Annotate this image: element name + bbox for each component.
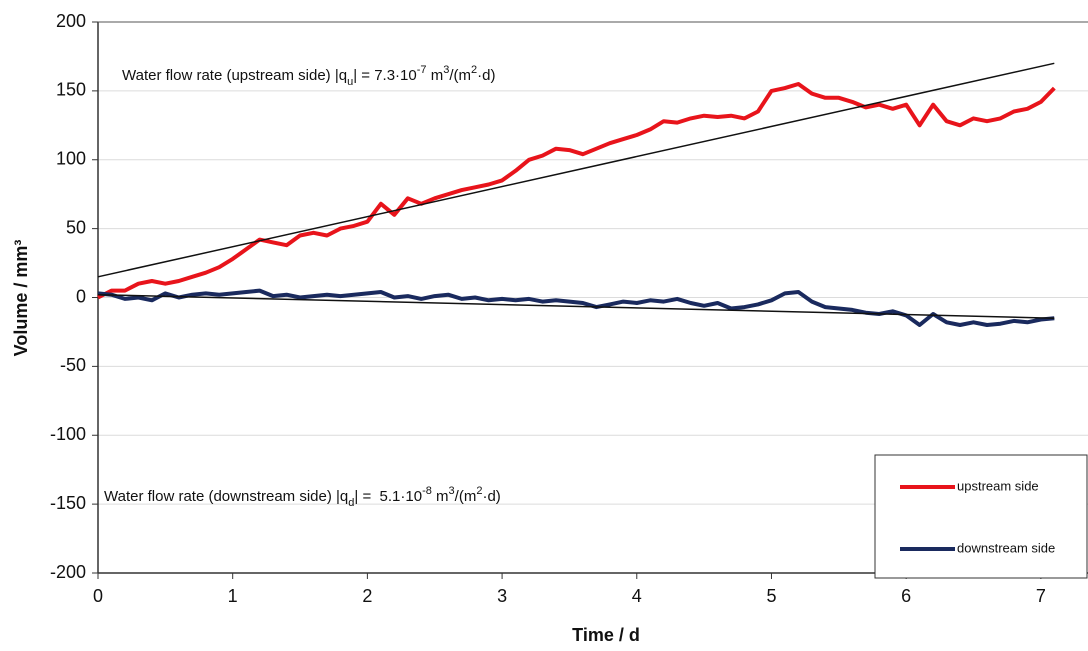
x-tick-label: 4 <box>632 586 642 606</box>
annotation-part: m <box>427 67 444 84</box>
trend-line <box>97 293 1055 319</box>
series-line <box>97 288 1055 327</box>
x-tick-label: 0 <box>93 586 103 606</box>
annotation-part: 3 <box>443 64 449 76</box>
y-tick-label: -100 <box>50 424 86 444</box>
y-tick-label: -200 <box>50 562 86 582</box>
annotation: Water flow rate (downstream side) |qd| =… <box>104 485 501 509</box>
y-tick-label: 150 <box>56 80 86 100</box>
y-tick-label: 0 <box>76 286 86 306</box>
annotation-part: Water flow rate (downstream side) |q <box>104 488 348 505</box>
annotation-part: | = 7.3·10 <box>353 67 417 84</box>
annotation-part: -8 <box>422 485 432 497</box>
y-tick-label: -150 <box>50 493 86 513</box>
x-tick-label: 2 <box>362 586 372 606</box>
legend-box <box>874 454 1088 579</box>
annotation-part: d <box>348 497 354 509</box>
annotation-part: | = 5.1·10 <box>354 488 422 505</box>
annotation-part: m <box>432 488 449 505</box>
series-line <box>97 82 1056 300</box>
annotation-part: ·d) <box>482 488 500 505</box>
y-tick-label: 100 <box>56 149 86 169</box>
x-tick-label: 5 <box>766 586 776 606</box>
annotation-part: 3 <box>449 485 455 497</box>
y-tick-label: -50 <box>60 355 86 375</box>
legend-label: upstream side <box>957 478 1039 493</box>
annotation: Water flow rate (upstream side) |qu| = 7… <box>122 64 495 88</box>
x-tick-label: 3 <box>497 586 507 606</box>
annotation-part: u <box>347 76 353 88</box>
y-axis-title: Volume / mm³ <box>11 240 31 357</box>
y-tick-label: 200 <box>56 11 86 31</box>
x-tick-label: 1 <box>228 586 238 606</box>
trend-line <box>97 62 1055 278</box>
y-tick-label: 50 <box>66 217 86 237</box>
annotation-part: /(m <box>449 67 471 84</box>
legend-label: downstream side <box>957 540 1055 555</box>
annotation-part: Water flow rate (upstream side) |q <box>122 67 347 84</box>
annotation-part: -7 <box>417 64 427 76</box>
x-tick-label: 7 <box>1036 586 1046 606</box>
annotation-part: ·d) <box>477 67 495 84</box>
annotation-part: 2 <box>476 485 482 497</box>
annotation-part: 2 <box>471 64 477 76</box>
x-tick-label: 6 <box>901 586 911 606</box>
annotation-part: /(m <box>455 488 477 505</box>
x-axis-title: Time / d <box>572 625 640 645</box>
